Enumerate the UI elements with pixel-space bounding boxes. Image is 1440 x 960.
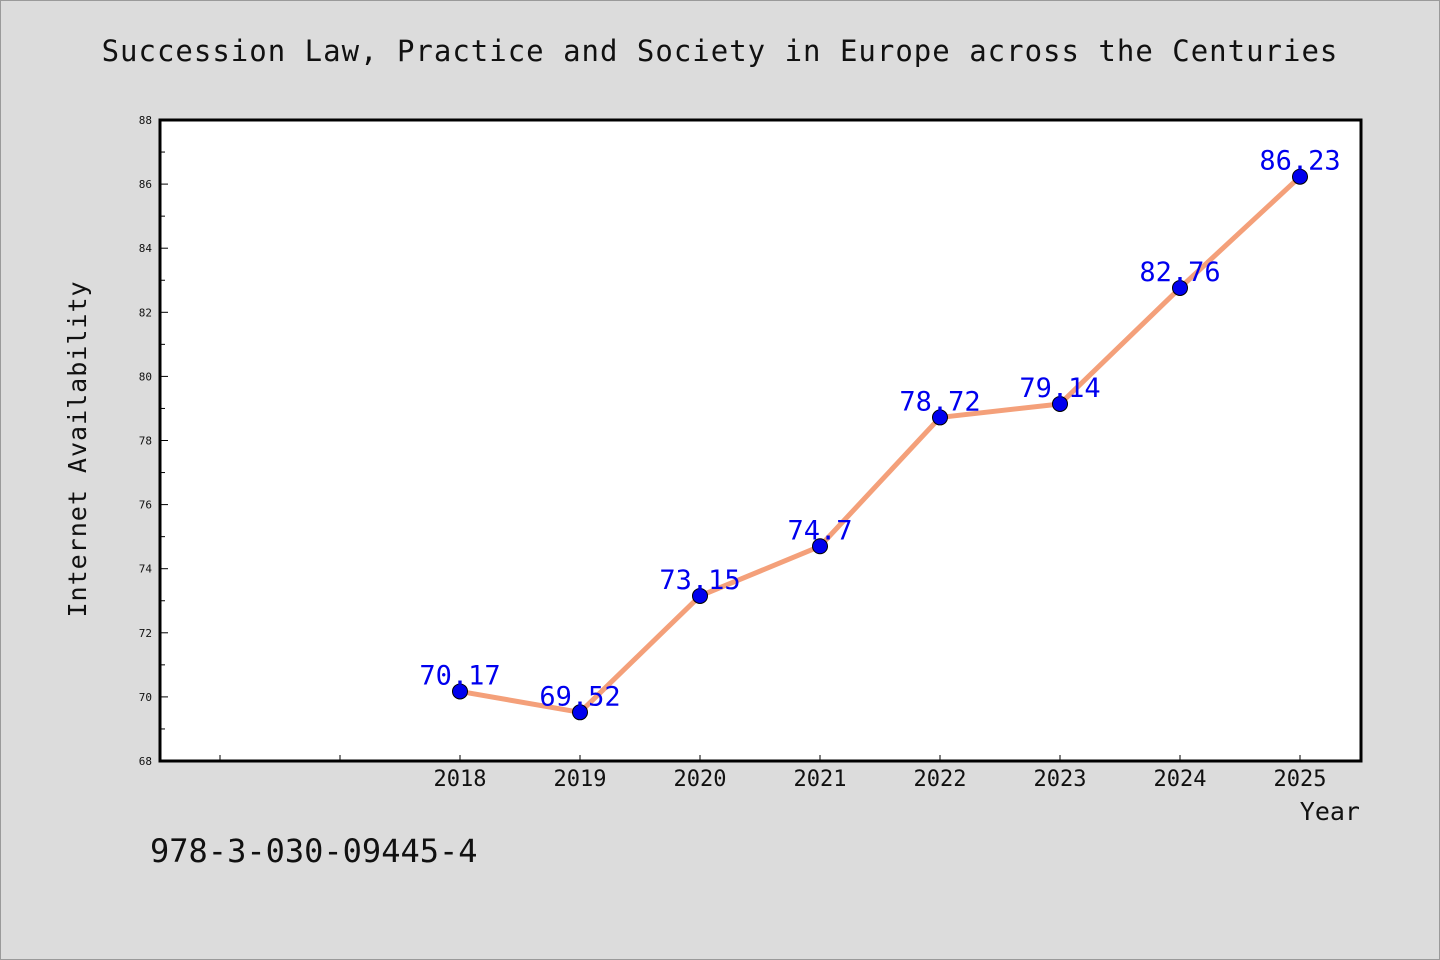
plot-area xyxy=(158,118,1363,763)
x-tick-label: 2019 xyxy=(554,767,607,792)
chart-title: Succession Law, Practice and Society in … xyxy=(101,34,1339,68)
data-label: 79.14 xyxy=(1019,373,1100,404)
x-tick-label: 2018 xyxy=(434,767,487,792)
data-label: 74.7 xyxy=(787,515,852,546)
x-tick-label: 2021 xyxy=(794,767,847,792)
y-tick-label: 84 xyxy=(139,242,153,255)
data-point xyxy=(1052,395,1068,412)
y-tick-label: 68 xyxy=(139,755,152,768)
x-axis-label: Year xyxy=(1300,797,1360,826)
y-tick-label: 72 xyxy=(139,627,152,640)
x-axis: 2018 2019 2020 2021 2022 2023 2024 2025 xyxy=(219,755,1327,792)
y-tick-label: 78 xyxy=(139,435,152,448)
y-tick-label: 70 xyxy=(139,691,152,704)
x-tick-label: 2024 xyxy=(1154,767,1207,792)
data-point xyxy=(1172,279,1188,296)
data-points xyxy=(452,168,1308,721)
data-label: 73.15 xyxy=(659,565,740,596)
data-labels: 70.17 69.52 73.15 74.7 78.72 79.14 82.76 86.23 xyxy=(419,146,1340,713)
y-tick-label: 82 xyxy=(139,306,152,319)
data-point xyxy=(1292,168,1308,185)
y-tick-label: 80 xyxy=(139,370,152,383)
y-axis-label: Internet Availability xyxy=(63,280,92,617)
series-line-group xyxy=(457,174,1303,715)
data-point xyxy=(692,587,708,604)
series-line xyxy=(457,174,1303,715)
y-tick-label: 76 xyxy=(139,499,152,512)
y-tick-label: 86 xyxy=(139,178,152,191)
data-label: 82.76 xyxy=(1139,257,1220,288)
y-tick-label: 88 xyxy=(139,114,152,127)
data-point xyxy=(572,704,588,721)
x-tick-label: 2022 xyxy=(914,767,967,792)
data-label: 78.72 xyxy=(899,386,980,417)
data-label: 69.52 xyxy=(539,681,620,712)
x-tick-label: 2020 xyxy=(674,767,727,792)
isbn-text: 978-3-030-09445-4 xyxy=(150,832,478,870)
x-tick-label: 2023 xyxy=(1034,767,1087,792)
data-point xyxy=(812,538,828,555)
x-tick-label: 2025 xyxy=(1274,767,1327,792)
y-axis: 68 70 72 74 76 78 80 82 84 86 88 xyxy=(139,114,168,768)
data-label: 86.23 xyxy=(1259,146,1340,177)
data-label: 70.17 xyxy=(419,660,500,691)
data-point xyxy=(932,409,948,426)
data-point xyxy=(452,683,468,700)
y-tick-label: 74 xyxy=(139,563,153,576)
